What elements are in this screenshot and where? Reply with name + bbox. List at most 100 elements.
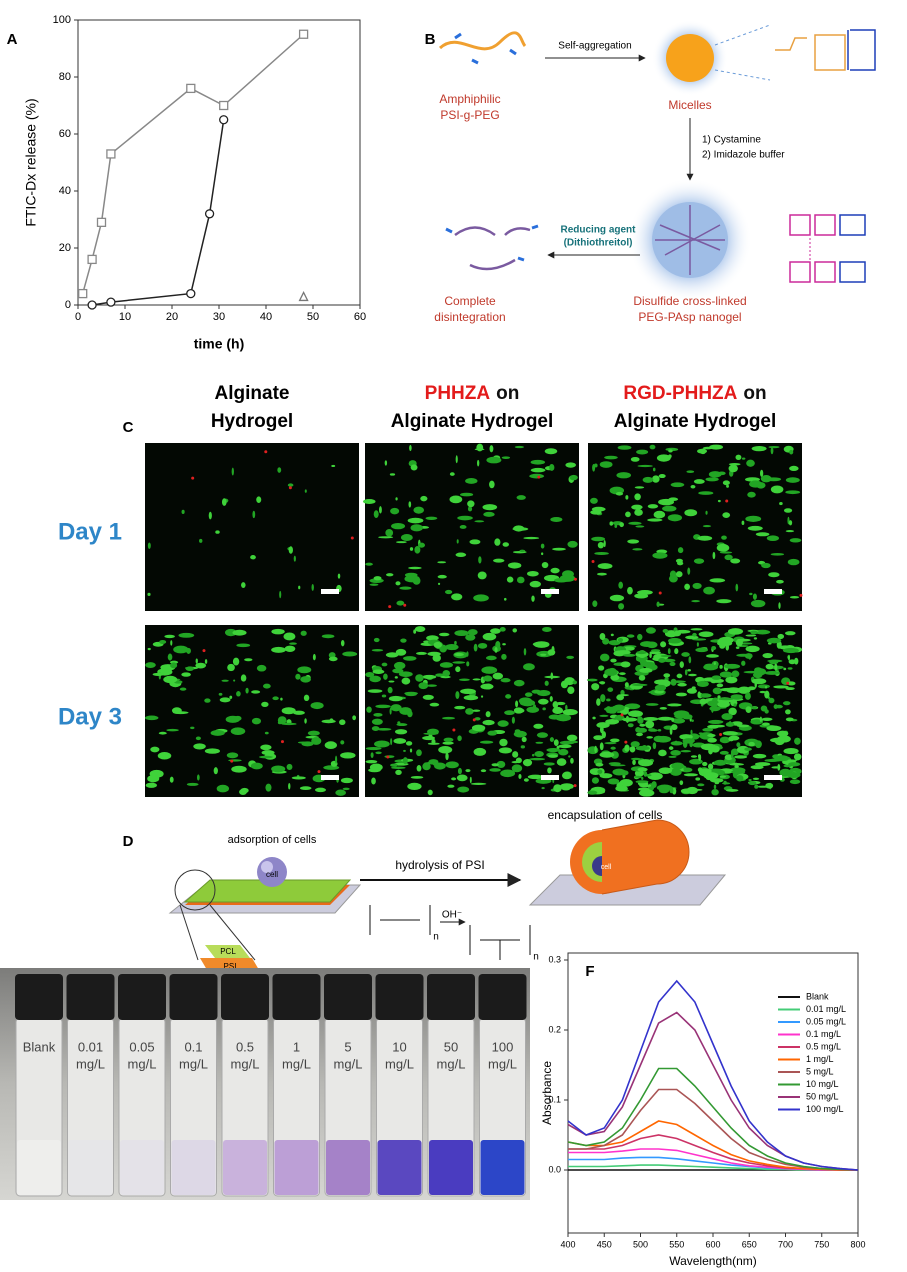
cell (170, 662, 178, 669)
cell (467, 629, 478, 636)
cell (415, 651, 427, 655)
cell (368, 768, 381, 773)
series-line (567, 1067, 859, 1171)
cell (645, 703, 659, 706)
cell (670, 750, 681, 756)
cell (730, 694, 743, 700)
cell (682, 738, 695, 744)
cell (614, 524, 618, 528)
x-tick-label: 650 (742, 1239, 757, 1249)
cell (494, 647, 498, 653)
cell (386, 573, 394, 577)
cell (365, 672, 375, 678)
cell (473, 747, 487, 756)
cell (281, 722, 297, 726)
cell (748, 778, 752, 781)
cell (549, 737, 554, 743)
cell (760, 705, 768, 712)
y-tick-label: 0 (65, 299, 71, 311)
cell (590, 509, 602, 515)
cell (230, 727, 246, 735)
cell (638, 675, 646, 681)
cell (163, 675, 178, 684)
cell (751, 446, 767, 452)
cell (785, 687, 795, 691)
cell (552, 706, 564, 715)
cell (543, 762, 555, 766)
cell (438, 746, 453, 754)
cell (637, 716, 643, 721)
cell (455, 691, 460, 699)
cell (725, 714, 733, 720)
cell (713, 784, 717, 790)
cell (753, 637, 758, 640)
cell (485, 655, 497, 661)
cell (541, 561, 549, 569)
cell (550, 516, 563, 522)
subscript: n (433, 932, 439, 943)
caption: adsorption of cells (228, 834, 317, 846)
cell (710, 778, 724, 783)
cell (498, 747, 513, 754)
cell (166, 728, 179, 732)
cell (476, 459, 480, 467)
cell (422, 694, 434, 700)
cell (402, 757, 408, 765)
cell (369, 675, 381, 683)
cell (229, 695, 233, 699)
marker (204, 209, 215, 219)
cell (690, 755, 698, 758)
cell (173, 645, 189, 654)
series-line (568, 1088, 859, 1171)
cell (335, 789, 346, 796)
cell (693, 479, 705, 484)
cell (566, 655, 575, 660)
cell (639, 784, 652, 788)
cell (164, 634, 175, 639)
column-header: Alginate (215, 383, 290, 404)
cell (501, 653, 507, 660)
cell (643, 717, 659, 722)
cell (761, 562, 771, 569)
cell (752, 753, 767, 759)
cell (699, 698, 707, 705)
cell (445, 752, 449, 761)
cell (764, 685, 768, 689)
cell (693, 558, 705, 564)
cell (765, 477, 782, 482)
vial-label: mg/L (385, 1056, 414, 1071)
cell (749, 480, 763, 488)
cell (387, 686, 393, 694)
species-label: PEG-PAsp nanogel (638, 310, 741, 324)
cell (604, 668, 618, 676)
cell (323, 765, 340, 770)
cell (617, 445, 632, 450)
cell (304, 718, 307, 724)
cell (311, 583, 314, 591)
scale-bar (321, 775, 339, 780)
step-label: hydrolysis of PSI (395, 858, 484, 872)
cell (449, 495, 463, 504)
dead-cell (403, 603, 407, 607)
cell (454, 652, 464, 657)
micrograph (144, 625, 359, 797)
cell (591, 683, 600, 691)
cell (256, 664, 267, 672)
cell (691, 686, 696, 690)
cell (624, 744, 630, 752)
cell (513, 679, 525, 687)
x-tick-label: 800 (850, 1239, 865, 1249)
cell (511, 764, 523, 773)
cell (288, 546, 293, 554)
y-axis-label: FTIC-Dx release (%) (23, 98, 39, 226)
cell (625, 495, 629, 500)
cell (565, 462, 577, 468)
caption: encapsulation of cells (548, 808, 663, 822)
vial-label: 10 (392, 1039, 406, 1054)
cell (413, 506, 425, 514)
cell (405, 741, 413, 746)
cell (698, 754, 702, 761)
cell (536, 732, 549, 738)
cell (391, 766, 406, 769)
cell (675, 571, 683, 578)
